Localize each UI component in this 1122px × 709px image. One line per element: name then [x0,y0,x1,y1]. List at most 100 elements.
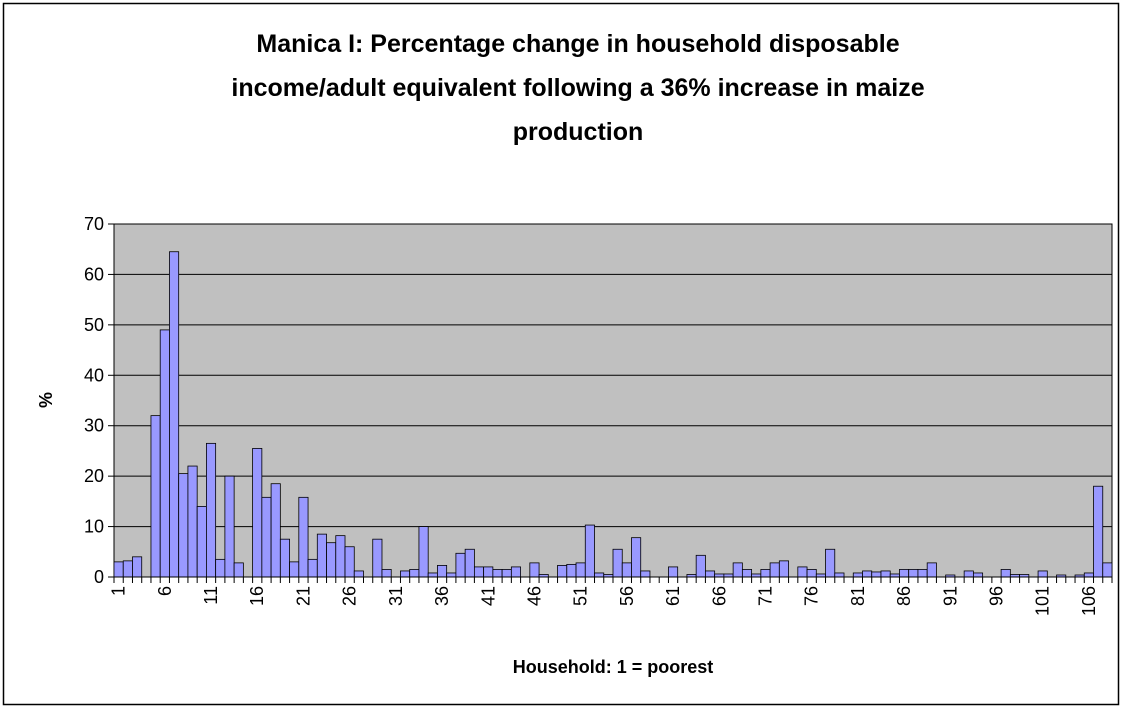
x-tick-label: 76 [802,586,822,606]
bar [621,562,632,578]
bar [335,535,346,578]
bar [437,565,448,578]
bar [908,569,919,578]
x-tick-label: 71 [755,586,775,606]
bar [473,566,485,578]
bar [825,548,836,578]
bar [668,566,679,578]
bar [132,556,143,578]
bar [1083,572,1094,578]
bar [289,561,300,578]
bar [695,554,706,578]
bar [705,570,716,578]
x-tick-label: 31 [386,586,406,606]
bar [409,569,420,578]
x-tick-label: 96 [986,586,1006,606]
y-tick-label: 0 [94,567,104,587]
bar [963,570,974,578]
bar [400,570,411,578]
y-tick-label: 30 [84,416,104,436]
x-tick-label: 46 [524,586,544,606]
x-tick-label: 61 [663,586,683,606]
x-tick-label: 86 [894,586,914,606]
bar [196,505,207,578]
x-tick-label: 36 [432,586,452,606]
y-tick-label: 10 [84,517,104,537]
x-tick-label: 6 [155,586,175,596]
bar [529,562,540,578]
bar [169,251,180,578]
bar [261,496,272,578]
x-tick-label: 11 [201,586,221,605]
bar [316,533,327,578]
x-tick-label: 101 [1033,586,1053,616]
bar [862,570,873,578]
y-tick-label: 60 [84,264,104,284]
y-tick-label: 50 [84,315,104,335]
bar [566,563,577,578]
bar [612,548,623,578]
bar [1102,562,1113,578]
bar [741,569,753,578]
bar [150,415,161,578]
x-tick-label: 66 [709,586,729,606]
bar [455,552,466,578]
bar [575,562,586,578]
x-tick-label: 91 [940,586,960,606]
bar [215,558,226,578]
bar [501,569,512,578]
bar [344,546,355,578]
bar [778,560,789,578]
y-tick-label: 70 [84,214,104,234]
x-tick-label: 1 [109,586,129,596]
bar [381,569,392,578]
chart-title: Manica I: Percentage change in household… [256,30,899,58]
bar [972,572,984,578]
bar [769,562,780,578]
bar [1037,570,1048,578]
bar [252,448,263,578]
chart-title: income/adult equivalent following a 36% … [231,74,924,102]
x-tick-label: 81 [848,586,868,606]
bar [446,572,457,578]
bar [113,561,124,578]
bar [852,572,863,578]
chart-title: production [513,118,644,146]
bar [871,571,882,578]
bar [187,465,198,578]
bar [298,496,309,578]
bar [732,562,743,578]
x-axis-title: Household: 1 = poorest [513,657,714,677]
bar [233,562,244,578]
bar [122,560,133,578]
bar [427,572,438,578]
bar [159,329,170,578]
bar [926,562,937,578]
bar [797,566,808,578]
bar [178,473,189,578]
x-tick-label: 16 [247,586,267,606]
y-axis-title: % [36,392,56,408]
bar [270,483,281,578]
x-tick-label: 21 [293,586,313,606]
bar [760,569,771,578]
bar [372,538,383,578]
x-tick-label: 26 [340,586,360,606]
bar [594,572,605,578]
x-tick-label: 51 [571,586,591,606]
bar [510,566,521,578]
bar [279,538,290,578]
bar [224,475,235,578]
bar [1093,485,1104,578]
bar [917,569,928,578]
x-tick-label: 106 [1079,586,1099,616]
bar [584,524,595,578]
bar [483,566,494,578]
bar [557,565,568,578]
x-tick-label: 56 [617,586,637,606]
bar [418,526,429,578]
bar [464,548,475,578]
bar [899,569,910,578]
